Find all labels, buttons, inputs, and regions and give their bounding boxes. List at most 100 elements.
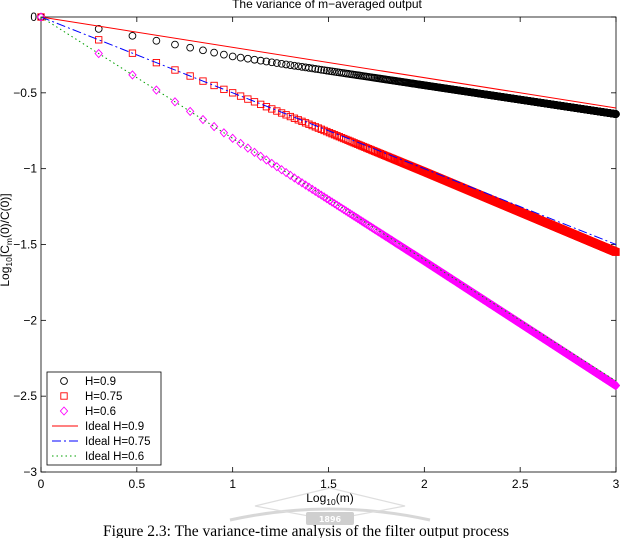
data-point-diamond — [294, 175, 303, 186]
x-tick-label: 0.5 — [128, 477, 145, 491]
legend-box — [46, 371, 162, 466]
data-point-square — [286, 112, 295, 121]
data-point-diamond — [343, 207, 353, 217]
legend-label-ideal-h09: Ideal H=0.9 — [85, 421, 144, 433]
data-point-diamond — [327, 197, 337, 207]
legend-label-h09: H=0.9 — [85, 376, 116, 388]
data-point-diamond — [128, 70, 137, 80]
data-point-diamond — [347, 210, 357, 220]
data-point-square — [268, 105, 276, 113]
data-point-square — [152, 59, 161, 67]
data-point-square — [95, 36, 103, 44]
x-tick-label: 1.5 — [320, 477, 337, 491]
data-point-circle — [325, 67, 334, 75]
data-point-square — [262, 103, 271, 111]
data-point-diamond — [152, 85, 161, 95]
y-tick-label: −3 — [23, 465, 37, 479]
data-point-square — [236, 92, 245, 100]
data-point-circle — [317, 65, 326, 74]
data-point-diamond — [332, 200, 342, 210]
data-point-circle — [277, 59, 286, 68]
data-point-square — [612, 248, 620, 256]
x-tick-label: 3 — [613, 477, 620, 491]
data-point-circle — [311, 65, 320, 73]
data-point-circle — [328, 67, 336, 76]
figure-caption: Figure 2.3: The variance-time analysis o… — [103, 523, 509, 538]
data-point-circle — [272, 59, 281, 67]
data-point-circle — [186, 43, 194, 52]
data-point-circle — [256, 56, 265, 65]
data-point-circle — [286, 61, 295, 69]
x-tick-label: 2.5 — [512, 477, 529, 491]
data-point-diamond — [337, 203, 346, 213]
legend-label-h075: H=0.75 — [85, 391, 122, 403]
data-point-circle — [282, 60, 290, 69]
data-point-square — [328, 130, 336, 138]
data-point-diamond — [281, 167, 291, 178]
data-point-diamond — [345, 208, 355, 219]
data-point-diamond — [330, 198, 339, 209]
data-markers — [36, 12, 620, 391]
data-point-square — [348, 138, 356, 146]
x-axis-title-sub: 10 — [326, 497, 336, 507]
data-point-diamond — [290, 173, 299, 183]
legend-key-square — [60, 392, 68, 400]
data-point-square — [282, 111, 290, 119]
data-point-diamond — [341, 206, 351, 216]
y-tick-label: −1 — [23, 162, 37, 176]
data-point-diamond — [351, 212, 361, 223]
data-point-diamond — [325, 195, 334, 206]
data-point-square — [229, 89, 237, 97]
data-point-circle — [199, 46, 207, 55]
university-seal-watermark: 1896 — [229, 487, 431, 525]
y-tick-label: −2.5 — [13, 389, 37, 403]
data-point-circle — [322, 66, 331, 75]
data-point-circle — [250, 55, 259, 64]
series-circle-markers — [37, 13, 620, 118]
data-point-circle — [290, 61, 299, 70]
ideal-line-dotted — [40, 16, 617, 382]
data-point-diamond — [219, 128, 229, 138]
data-point-diamond — [262, 155, 271, 165]
data-point-diamond — [322, 194, 332, 204]
data-point-diamond — [286, 170, 295, 180]
legend-key-diamond — [59, 406, 69, 416]
data-point-diamond — [357, 216, 366, 226]
data-point-diamond — [339, 204, 348, 215]
ideal-lines — [40, 16, 617, 382]
legend: H=0.9 H=0.75 H=0.6 Ideal H=0.9 Ideal H=0… — [46, 371, 162, 466]
legend-keys — [52, 377, 78, 457]
y-axis-title-sub1: 10 — [4, 257, 14, 267]
data-point-circle — [612, 110, 620, 118]
svg-text:1896: 1896 — [319, 515, 342, 524]
x-tick-label: 1 — [229, 477, 236, 491]
data-point-diamond — [277, 165, 286, 175]
data-point-circle — [320, 66, 328, 75]
data-point-square — [346, 137, 354, 145]
x-tick-label: 2 — [421, 477, 428, 491]
data-point-diamond — [243, 143, 253, 153]
data-point-diamond — [170, 97, 180, 107]
data-point-circle — [314, 65, 323, 74]
data-point-circle — [267, 58, 276, 67]
data-point-square — [257, 100, 265, 109]
y-axis-ticks: 0 −0.5 −1 −1.5 −2 −2.5 −3 — [13, 10, 616, 479]
data-point-circle — [308, 64, 317, 73]
data-point-diamond — [236, 138, 245, 149]
x-tick-label: 0 — [38, 477, 45, 491]
data-point-diamond — [36, 12, 46, 22]
y-axis-title-rest: (0)/C(0)] — [0, 193, 12, 238]
data-point-circle — [128, 31, 137, 40]
y-tick-label: −0.5 — [13, 86, 37, 100]
data-point-square — [350, 139, 358, 147]
y-axis-title-sub2: m — [4, 238, 14, 245]
y-tick-label: −2 — [23, 313, 37, 327]
data-point-circle — [262, 57, 271, 66]
ideal-line-dashdot — [40, 16, 617, 245]
data-point-diamond — [355, 215, 364, 225]
data-point-diamond — [353, 213, 363, 224]
data-point-square — [128, 49, 137, 57]
data-point-diamond — [209, 121, 219, 132]
data-point-diamond — [228, 133, 237, 144]
legend-label-h06: H=0.6 — [85, 406, 116, 418]
